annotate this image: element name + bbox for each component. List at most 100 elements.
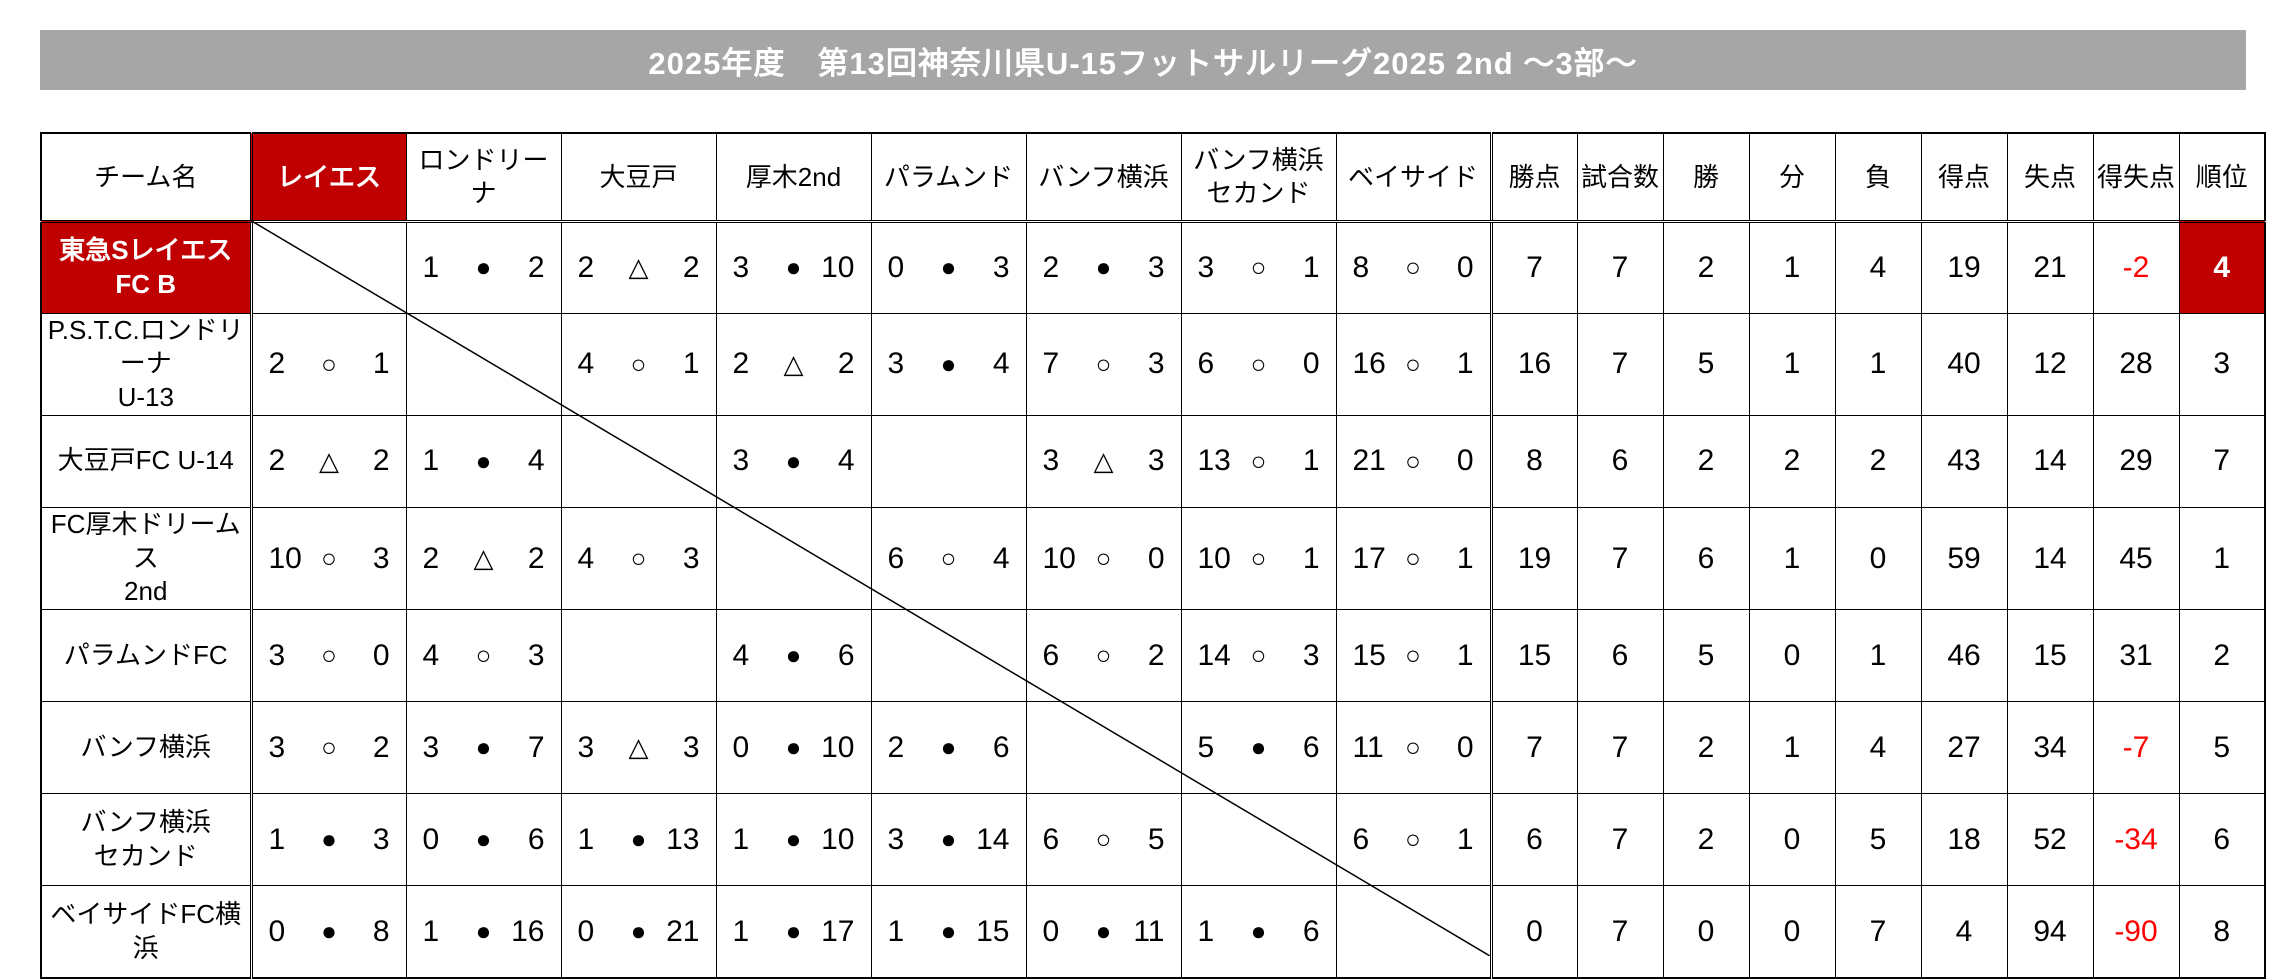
result-symbol: △ [628, 732, 649, 763]
table-row: 大豆戸FC U-14 2 △ 2 1 ● 4 3 ● 4 3 △ 3 13 ○ 1 21 ○ 0 8 6 2 2 2 43 14 2… [40, 414, 2266, 508]
result-values: 17 ○ 1 [1337, 542, 1490, 576]
result-cell: 2 △ 2 [560, 220, 717, 314]
result-values: 3 ● 14 [872, 823, 1026, 857]
stat-header: 勝 [1662, 132, 1750, 223]
opponent-header: レイエス [249, 132, 407, 223]
result-symbol: ○ [1250, 543, 1267, 574]
result-values: 0 ● 11 [1027, 915, 1181, 949]
self-match-cell [715, 506, 872, 611]
home-score: 1 [887, 914, 905, 948]
home-score: 3 [422, 730, 440, 764]
home-score: 16 [1352, 347, 1386, 381]
opponent-header: バンフ横浜 セカンド [1180, 132, 1337, 223]
result-symbol: ● [940, 348, 957, 379]
stat-cell: 7 [1489, 701, 1578, 795]
home-score: 1 [1197, 914, 1215, 948]
away-score: 1 [1456, 347, 1474, 381]
self-match-cell [405, 312, 562, 416]
result-cell: 1 ● 16 [405, 885, 562, 979]
result-cell: 10 ○ 0 [1025, 506, 1182, 611]
away-score: 0 [1456, 444, 1474, 478]
result-cell: 13 ○ 1 [1180, 414, 1337, 508]
result-values: 2 ● 3 [1027, 251, 1181, 285]
stat-cell: 7 [1576, 885, 1664, 979]
result-symbol: ● [475, 916, 492, 947]
stat-cell: -90 [2092, 885, 2180, 979]
result-cell: 3 ○ 0 [249, 609, 407, 703]
home-score: 3 [732, 444, 750, 478]
result-values: 1 ● 13 [562, 823, 716, 857]
rank-cell: 3 [2178, 312, 2266, 416]
result-cell: 6 ○ 0 [1180, 312, 1337, 416]
result-cell: 4 ● 6 [715, 609, 872, 703]
league-title: 2025年度 第13回神奈川県U-15フットサルリーグ2025 2nd ～3部～ [40, 30, 2246, 90]
stat-cell: 0 [1489, 885, 1578, 979]
result-values: 1 ● 3 [253, 823, 406, 857]
result-values: 11 ○ 0 [1337, 731, 1490, 765]
stat-cell: 34 [2006, 701, 2094, 795]
away-score: 1 [1456, 822, 1474, 856]
stat-cell: 19 [1489, 506, 1578, 611]
stat-cell: 5 [1662, 609, 1750, 703]
away-score: 3 [1147, 347, 1165, 381]
stat-cell: 19 [1920, 220, 2008, 314]
result-values: 6 ○ 5 [1027, 823, 1181, 857]
result-values: 2 △ 2 [717, 347, 871, 381]
result-symbol: ○ [1095, 824, 1112, 855]
result-cell: 2 △ 2 [249, 414, 407, 508]
result-values: 21 ○ 0 [1337, 444, 1490, 478]
stat-header: 負 [1834, 132, 1922, 223]
home-score: 6 [1197, 347, 1215, 381]
result-cell: 1 ● 4 [405, 414, 562, 508]
table-row: バンフ横浜 セカンド 1 ● 3 0 ● 6 1 ● 13 1 ● 10 3 ● 14 6 ○ 5 6 ○ 1 6 7 2 0 5 1… [40, 793, 2266, 887]
result-cell: 16 ○ 1 [1335, 312, 1492, 416]
result-symbol: ● [475, 445, 492, 476]
result-values: 13 ○ 1 [1182, 444, 1336, 478]
team-name-cell: FC厚木ドリームス 2nd [40, 506, 252, 611]
home-score: 0 [732, 730, 750, 764]
away-score: 4 [527, 444, 545, 478]
result-symbol: ○ [321, 348, 337, 379]
home-score: 4 [732, 638, 750, 672]
self-match-cell [249, 220, 407, 314]
stat-cell: 2 [1662, 220, 1750, 314]
result-cell: 6 ○ 1 [1335, 793, 1492, 887]
away-score: 6 [837, 638, 855, 672]
stat-cell: 7 [1834, 885, 1922, 979]
away-score: 11 [1133, 914, 1165, 948]
away-score: 3 [1302, 638, 1320, 672]
header-row: チーム名 レイエス ロンドリーナ 大豆戸 厚木2nd パラムンド バンフ横浜 バンフ横浜 セカ… [40, 132, 2266, 223]
away-score: 7 [527, 730, 545, 764]
home-score: 0 [268, 914, 286, 948]
result-cell: 3 ● 4 [715, 414, 872, 508]
team-col-header: チーム名 [40, 132, 252, 223]
result-symbol: ● [321, 916, 337, 947]
home-score: 0 [887, 250, 905, 284]
result-values: 0 ● 3 [872, 251, 1026, 285]
opponent-header: パラムンド [870, 132, 1027, 223]
result-values: 6 ○ 1 [1337, 823, 1490, 857]
result-cell: 10 ○ 3 [249, 506, 407, 611]
home-score: 3 [268, 638, 286, 672]
away-score: 3 [527, 638, 545, 672]
result-symbol: ○ [1405, 445, 1421, 476]
home-score: 3 [268, 730, 286, 764]
stat-cell: 0 [1748, 885, 1836, 979]
home-score: 1 [577, 822, 595, 856]
home-score: 0 [422, 822, 440, 856]
result-symbol: ○ [630, 543, 647, 574]
result-values: 2 ○ 1 [253, 347, 406, 381]
stat-cell: 52 [2006, 793, 2094, 887]
result-symbol: ● [785, 732, 802, 763]
home-score: 2 [268, 444, 286, 478]
stat-cell: 7 [1576, 793, 1664, 887]
home-score: 1 [422, 444, 440, 478]
rank-cell: 5 [2178, 701, 2266, 795]
stat-cell: 59 [1920, 506, 2008, 611]
result-cell: 3 ● 4 [870, 312, 1027, 416]
away-score: 15 [976, 914, 1010, 948]
stat-header: 順位 [2178, 132, 2266, 223]
away-score: 21 [666, 914, 700, 948]
stat-cell: 2 [1662, 701, 1750, 795]
result-symbol: ● [475, 732, 492, 763]
